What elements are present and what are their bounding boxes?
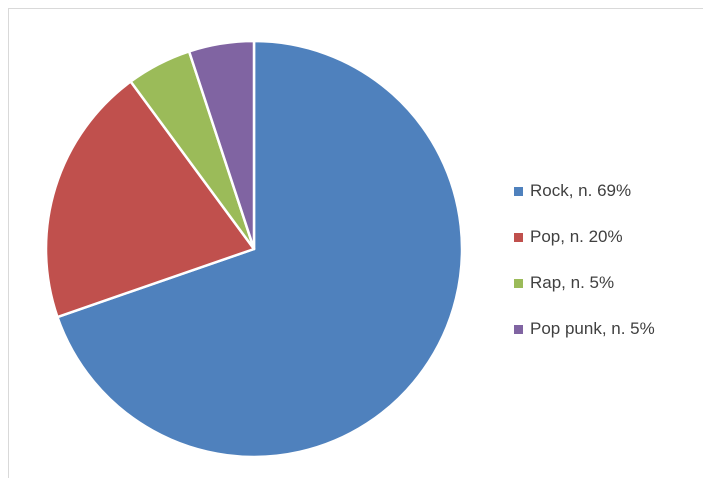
legend-swatch-rap [514,278,523,288]
legend-item-pop-punk: Pop punk, n. 5% [514,306,655,352]
legend-label-rap: Rap, n. 5% [530,273,615,292]
legend-label-rock: Rock, n. 69% [530,181,632,200]
legend-swatch-pop [514,232,523,242]
legend-item-rap: Rap, n. 5% [514,260,655,306]
chart-area [8,8,703,478]
legend: Rock, n. 69% Pop, n. 20% Rap, n. 5% Pop … [514,168,655,352]
legend-swatch-rock [514,186,523,196]
pie-slice-pop [44,80,256,319]
legend-label-pop-punk: Pop punk, n. 5% [530,319,655,338]
pie-slice-rock [56,39,464,459]
legend-item-pop: Pop, n. 20% [514,214,655,260]
legend-swatch-pop-punk [514,324,523,334]
pie-slice-pop-punk [187,39,256,251]
legend-label-pop: Pop, n. 20% [530,227,623,246]
legend-item-rock: Rock, n. 69% [514,168,655,214]
